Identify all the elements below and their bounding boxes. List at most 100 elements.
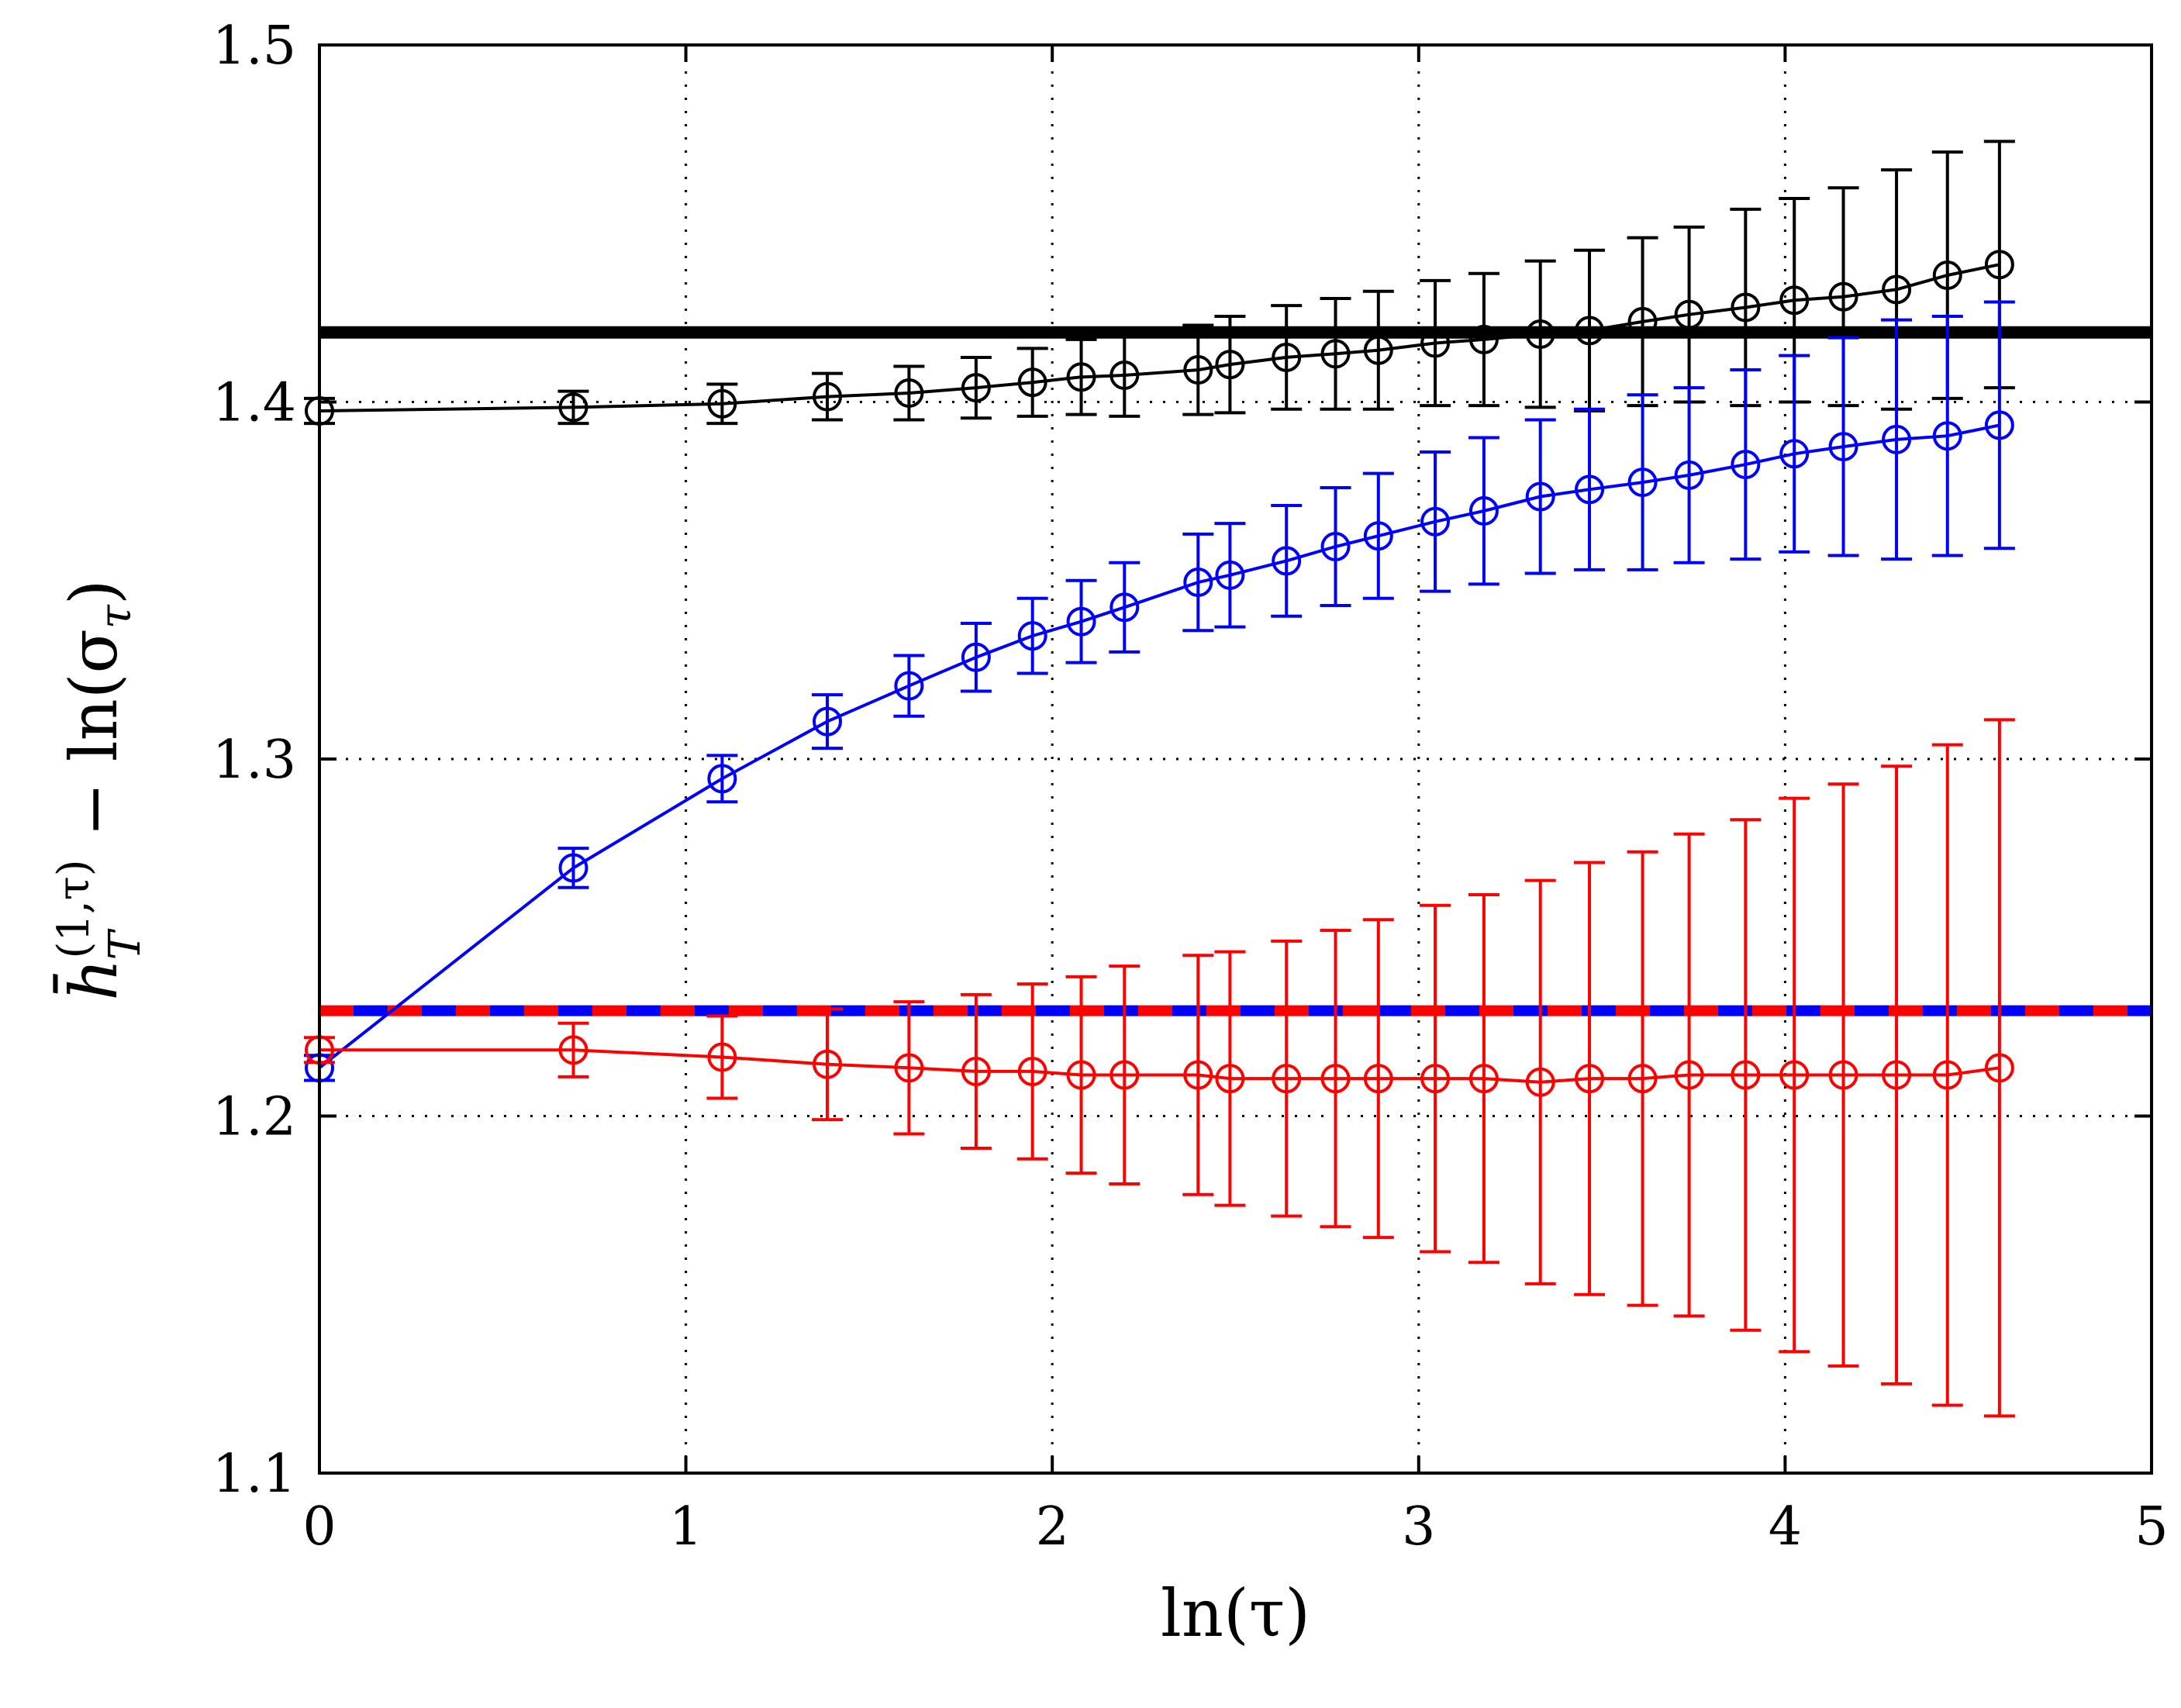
series-red-point: [1731, 1060, 1761, 1090]
x-tick-label: 3: [1402, 1496, 1435, 1558]
x-tick-label: 0: [302, 1496, 336, 1558]
y-axis-title-sup: (1,τ): [49, 859, 99, 958]
series-black-point: [1363, 335, 1393, 365]
series-black-point: [1779, 285, 1810, 316]
y-axis-title-main: h̄: [53, 959, 132, 1001]
series-black-point: [1066, 362, 1096, 392]
series-blue-point: [558, 853, 588, 883]
y-axis-title: h̄(1,τ)T − ln(στ): [49, 579, 150, 1000]
data-series: [304, 140, 2015, 1418]
series-black-point: [1932, 261, 1962, 291]
series-blue-point: [1215, 560, 1245, 590]
series-blue-point: [1272, 546, 1302, 576]
series-blue-point: [1984, 410, 2014, 440]
x-tick-label: 1: [669, 1496, 702, 1558]
series-black-point: [1183, 355, 1213, 385]
y-axis-title-rest-sub: τ: [91, 604, 141, 629]
series-blue-point: [1731, 450, 1761, 480]
series-black-point: [1525, 319, 1555, 350]
x-tick-label: 4: [1769, 1496, 1802, 1558]
series-red-point: [1420, 1064, 1451, 1094]
series-blue-point: [1779, 439, 1810, 469]
series-black-point: [1731, 292, 1761, 323]
x-axis-title: ln(τ): [1161, 1575, 1310, 1651]
series-red-point: [1674, 1060, 1704, 1090]
series-black-point: [894, 378, 924, 408]
series-blue-point: [1575, 474, 1605, 505]
series-red-point: [961, 1056, 991, 1086]
series-red-point: [1932, 1060, 1962, 1090]
series-blue-point: [1932, 421, 1962, 451]
y-axis-title-rest: − ln(σ: [56, 629, 132, 857]
series-black: [304, 140, 2015, 426]
series-black-point: [961, 373, 991, 403]
series-black-point: [558, 392, 588, 423]
series-red-point: [1575, 1064, 1605, 1094]
y-tick-label: 1.5: [212, 16, 296, 77]
series-black-point: [1272, 342, 1302, 372]
series-blue-point: [813, 706, 843, 737]
series-red: [304, 718, 2015, 1418]
series-blue-point: [1828, 432, 1858, 462]
series-blue-point: [961, 642, 991, 672]
y-axis-title-sub: T: [100, 928, 150, 960]
series-red-point: [813, 1049, 843, 1079]
series-blue-point: [894, 671, 924, 701]
series-red-point: [1272, 1064, 1302, 1094]
series-black-point: [1468, 324, 1499, 354]
series-red-point: [1468, 1064, 1499, 1094]
series-blue-point: [1468, 495, 1499, 526]
series-red-point: [1109, 1060, 1140, 1090]
series-blue-point: [1066, 606, 1096, 637]
series-red-point: [558, 1035, 588, 1065]
series-black-point: [1674, 299, 1704, 330]
series-blue-point: [1627, 468, 1658, 498]
series-blue-point: [1363, 521, 1393, 551]
series-red-line: [319, 1048, 2000, 1084]
series-red-point: [1882, 1060, 1912, 1090]
series-blue-point: [1320, 532, 1351, 562]
y-tick-label: 1.3: [212, 730, 296, 791]
series-black-point: [1575, 316, 1605, 346]
series-red-point: [1183, 1060, 1213, 1090]
series-blue: [304, 300, 2015, 1083]
series-red-point: [1215, 1064, 1245, 1094]
grid-lines: [319, 45, 2152, 1473]
series-red-point: [1779, 1060, 1810, 1090]
series-red-point: [1828, 1060, 1858, 1090]
series-black-point: [1984, 250, 2014, 280]
x-tick-label: 5: [2134, 1496, 2168, 1558]
series-black-point: [1627, 306, 1658, 336]
series-blue-point: [1109, 592, 1140, 623]
series-black-line: [319, 263, 2000, 412]
series-black-point: [1215, 350, 1245, 380]
x-tick-label: 2: [1036, 1496, 1069, 1558]
series-red-point: [1320, 1064, 1351, 1094]
series-red-point: [1984, 1053, 2014, 1083]
series-red-point: [894, 1053, 924, 1083]
series-blue-point: [1420, 506, 1451, 537]
series-red-point: [1017, 1056, 1047, 1086]
series-black-point: [1828, 281, 1858, 312]
series-blue-point: [1017, 621, 1047, 651]
series-blue-point: [707, 764, 737, 794]
y-axis-title-close: ): [56, 579, 132, 605]
series-red-point: [1066, 1060, 1096, 1090]
series-black-point: [813, 381, 843, 412]
series-black-point: [1420, 328, 1451, 358]
y-tick-label: 1.4: [212, 373, 296, 434]
reference-lines: [319, 326, 2152, 1016]
axis-ticks: 0 1 2 3 4 5 1.1 1.2 1.3 1.4 1.5: [212, 16, 2169, 1558]
series-blue-point: [1183, 568, 1213, 598]
series-blue-point: [1882, 424, 1912, 454]
series-black-point: [1017, 367, 1047, 398]
y-tick-label: 1.2: [212, 1087, 296, 1148]
series-red-point: [1525, 1067, 1555, 1097]
series-red-point: [707, 1042, 737, 1072]
series-blue-point: [1674, 460, 1704, 490]
series-black-point: [1109, 360, 1140, 390]
series-blue-point: [1525, 481, 1555, 512]
series-black-point: [707, 388, 737, 419]
